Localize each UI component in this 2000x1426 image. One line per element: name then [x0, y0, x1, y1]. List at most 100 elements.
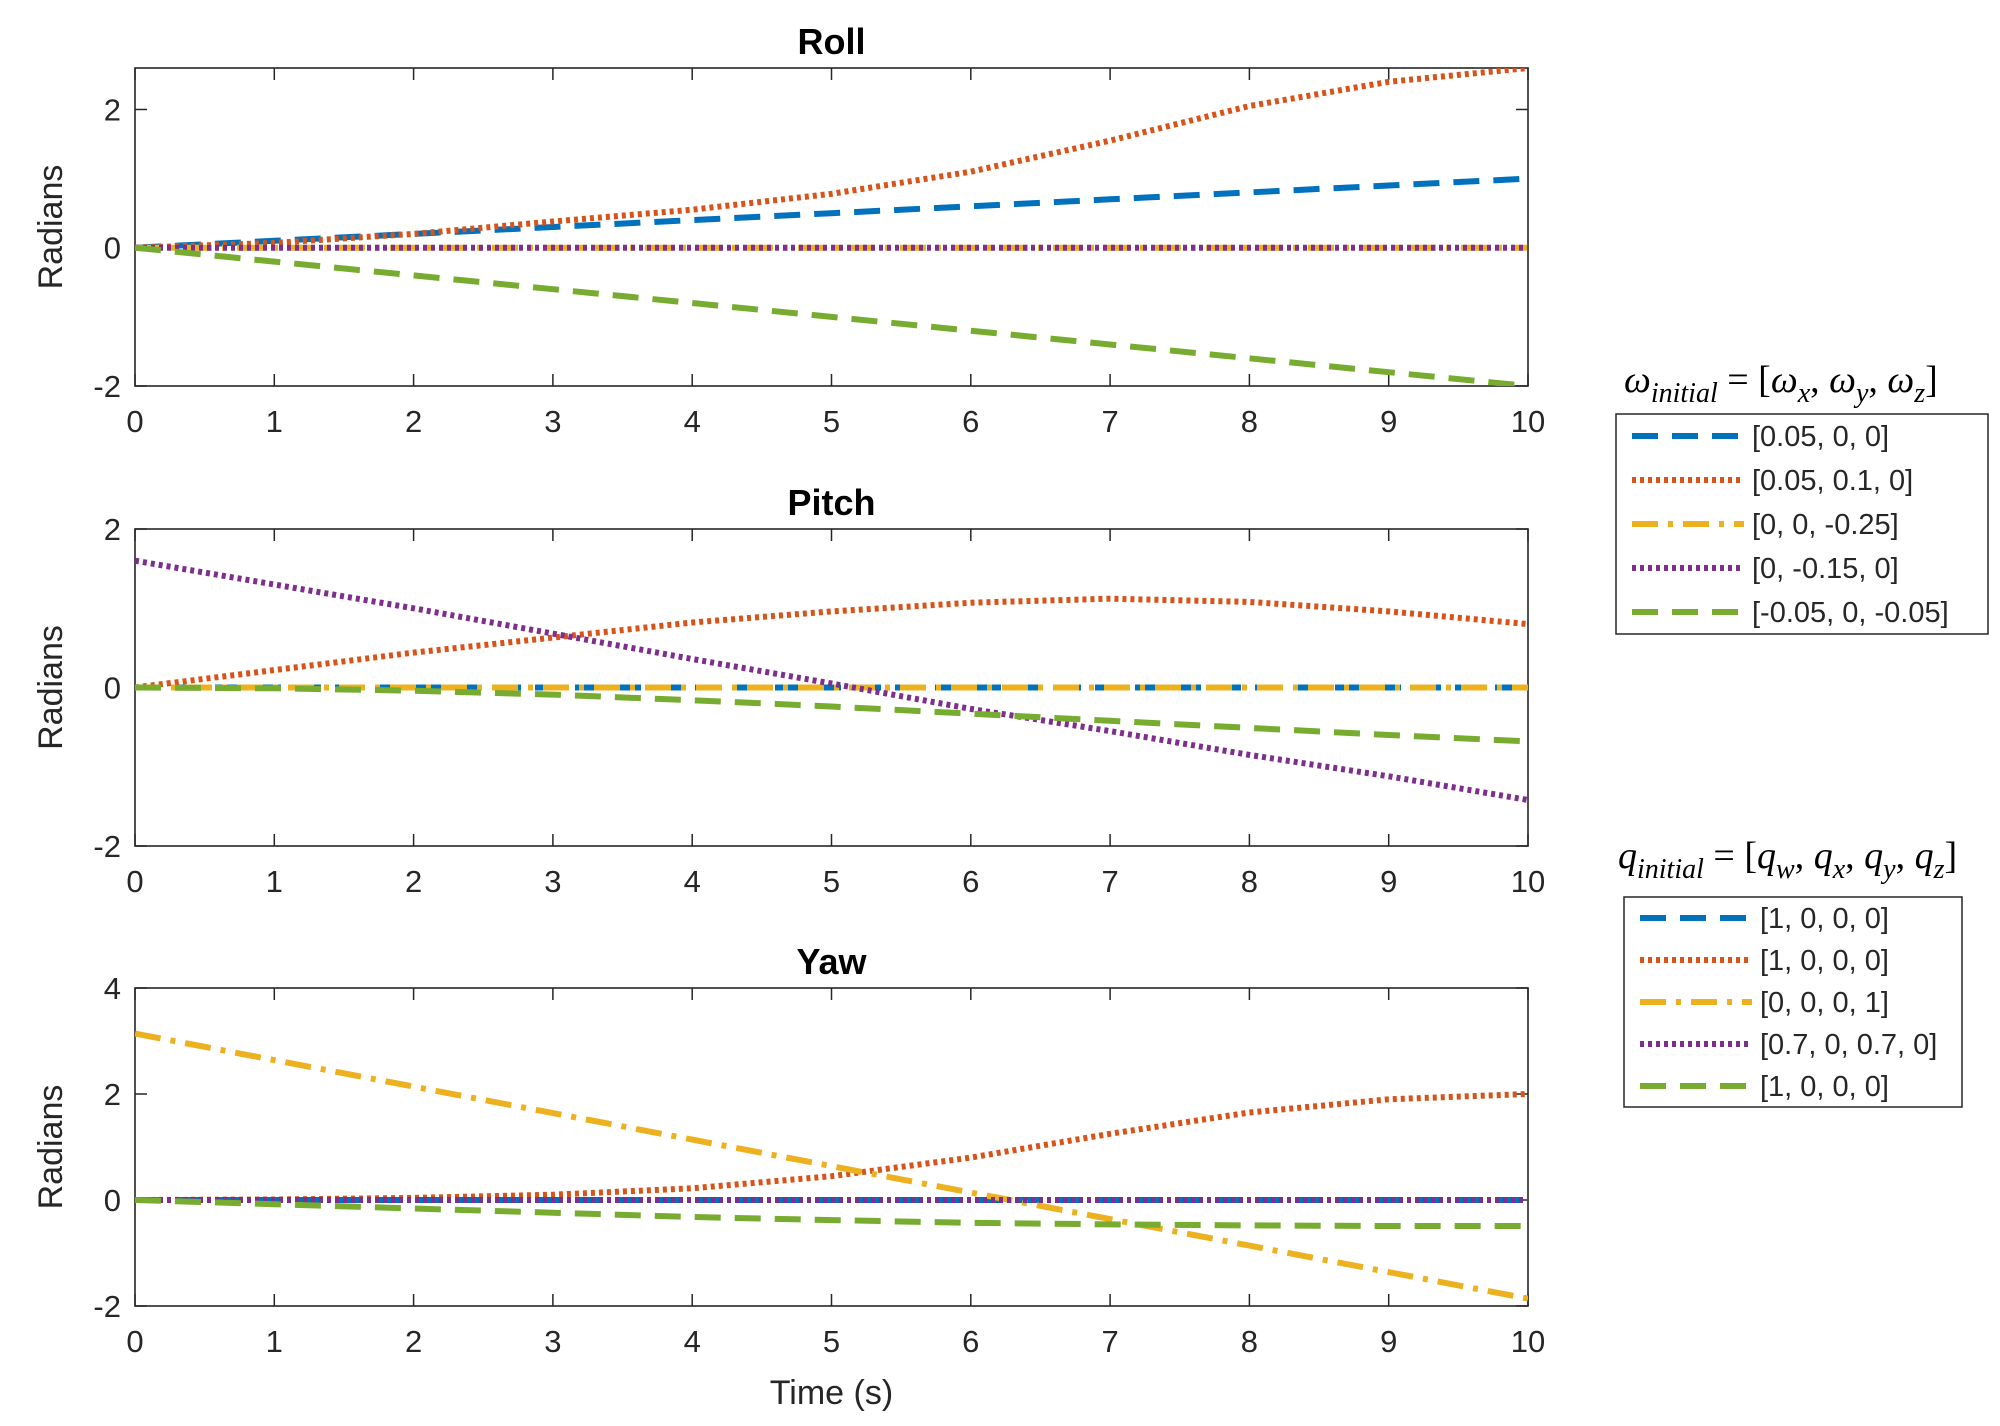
series-line-s2 [135, 595, 1528, 691]
legend-title-part: z [1933, 854, 1945, 885]
x-tick-label: 7 [1101, 1324, 1118, 1359]
x-tick-label: 0 [126, 1324, 143, 1359]
x-tick-label: 9 [1380, 864, 1397, 899]
y-tick-label: 2 [104, 1077, 121, 1112]
x-tick-label: 1 [266, 864, 283, 899]
y-axis-label: Radians [32, 1085, 70, 1210]
x-tick-label: 5 [823, 1324, 840, 1359]
legend-label: [1, 0, 0, 0] [1760, 903, 1889, 935]
legend-entry: [0.05, 0.1, 0] [1632, 465, 1913, 497]
legend-title-part: x [1797, 378, 1811, 409]
series-group [135, 68, 1528, 386]
legend-title-part: , [1810, 359, 1829, 401]
legend-title-part: z [1913, 378, 1925, 409]
x-tick-label: 4 [684, 1324, 701, 1359]
y-tick-label: -2 [93, 829, 121, 864]
y-tick-label: 0 [104, 671, 121, 706]
legend-entry: [1, 0, 0, 0] [1640, 903, 1889, 935]
x-tick-label: 6 [962, 1324, 979, 1359]
legend-title-part: ] [1925, 359, 1938, 401]
legend-title-part: w [1776, 854, 1795, 885]
panel-title: Pitch [787, 482, 875, 523]
series-line-s4 [135, 557, 1528, 803]
legend-title-part: initial [1637, 854, 1704, 885]
legend-title-part: , [1795, 835, 1814, 877]
legend-label: [1, 0, 0, 0] [1760, 1071, 1889, 1103]
legend-label: [0.05, 0.1, 0] [1752, 465, 1913, 497]
legend-entry: [1, 0, 0, 0] [1640, 1071, 1889, 1103]
legend-entry: [0, 0, -0.25] [1632, 509, 1899, 541]
y-axis-label: Radians [32, 165, 70, 290]
legend-title-part: initial [1651, 378, 1718, 409]
legend-title-part: q [1618, 835, 1637, 877]
x-tick-label: 7 [1101, 864, 1118, 899]
x-tick-label: 7 [1101, 404, 1118, 439]
legend-title: qinitial = [qw, qx, qy, qz] [1618, 835, 1957, 885]
series-group [135, 1030, 1528, 1302]
legend-title-part: , [1845, 835, 1864, 877]
legend-label: [0.7, 0, 0.7, 0] [1760, 1029, 1937, 1061]
legend-title-part: q [1814, 835, 1833, 877]
legend-title-part: ω [1887, 359, 1914, 401]
x-tick-label: 6 [962, 864, 979, 899]
axes-box [134, 987, 1529, 1307]
x-tick-label: 8 [1241, 404, 1258, 439]
legend-title-part: = [ [1718, 359, 1771, 401]
legend-entry: [1, 0, 0, 0] [1640, 945, 1889, 977]
legend-title-part: q [1864, 835, 1883, 877]
x-tick-label: 10 [1511, 1324, 1545, 1359]
legend-title-part: x [1832, 854, 1846, 885]
x-axis-label: Time (s) [770, 1374, 893, 1412]
x-tick-label: 6 [962, 404, 979, 439]
legend-entry: [0.7, 0, 0.7, 0] [1640, 1029, 1937, 1061]
x-tick-label: 2 [405, 864, 422, 899]
y-axis-label: Radians [32, 625, 70, 750]
legend-label: [0, 0, 0, 1] [1760, 987, 1889, 1019]
x-tick-label: 1 [266, 404, 283, 439]
legend-1: ωinitial = [ωx, ωy, ωz][0.05, 0, 0][0.05… [1615, 359, 1989, 635]
x-tick-label: 5 [823, 404, 840, 439]
panel-title: Roll [798, 21, 866, 62]
legend-entry: [0, 0, 0, 1] [1640, 987, 1889, 1019]
legend-entry: [0, -0.15, 0] [1632, 553, 1899, 585]
x-tick-label: 3 [544, 1324, 561, 1359]
x-tick-label: 1 [266, 1324, 283, 1359]
series-line-s3 [135, 1030, 1528, 1302]
legend-title-part: q [1757, 835, 1776, 877]
x-tick-label: 8 [1241, 1324, 1258, 1359]
x-tick-label: 2 [405, 404, 422, 439]
legend-title-part: , [1896, 835, 1915, 877]
series-group [135, 557, 1528, 803]
legend-title-part: y [1853, 378, 1869, 409]
legend-title: ωinitial = [ωx, ωy, ωz] [1624, 359, 1938, 409]
series-line-s2 [135, 68, 1528, 251]
legend-title-part: ω [1771, 359, 1798, 401]
x-tick-label: 0 [126, 404, 143, 439]
y-tick-label: 2 [104, 92, 121, 127]
x-tick-label: 9 [1380, 1324, 1397, 1359]
series-line-s5 [135, 684, 1528, 745]
axes-box [134, 67, 1529, 387]
legend-title-part: q [1915, 835, 1934, 877]
x-tick-label: 10 [1511, 864, 1545, 899]
panel-title: Yaw [796, 941, 867, 982]
legend-entry: [0.05, 0, 0] [1632, 421, 1889, 453]
legend-label: [0, -0.15, 0] [1752, 553, 1899, 585]
legend-label: [-0.05, 0, -0.05] [1752, 597, 1949, 629]
y-tick-label: -2 [93, 369, 121, 404]
x-tick-label: 9 [1380, 404, 1397, 439]
legend-title-part: ω [1829, 359, 1856, 401]
legend-title-part: ω [1624, 359, 1651, 401]
x-tick-label: 4 [684, 864, 701, 899]
legend-label: [1, 0, 0, 0] [1760, 945, 1889, 977]
legend-title-part: y [1880, 854, 1896, 885]
series-line-s1 [135, 175, 1528, 251]
y-tick-label: 2 [104, 512, 121, 547]
x-tick-label: 5 [823, 864, 840, 899]
legend-title-part: , [1868, 359, 1887, 401]
